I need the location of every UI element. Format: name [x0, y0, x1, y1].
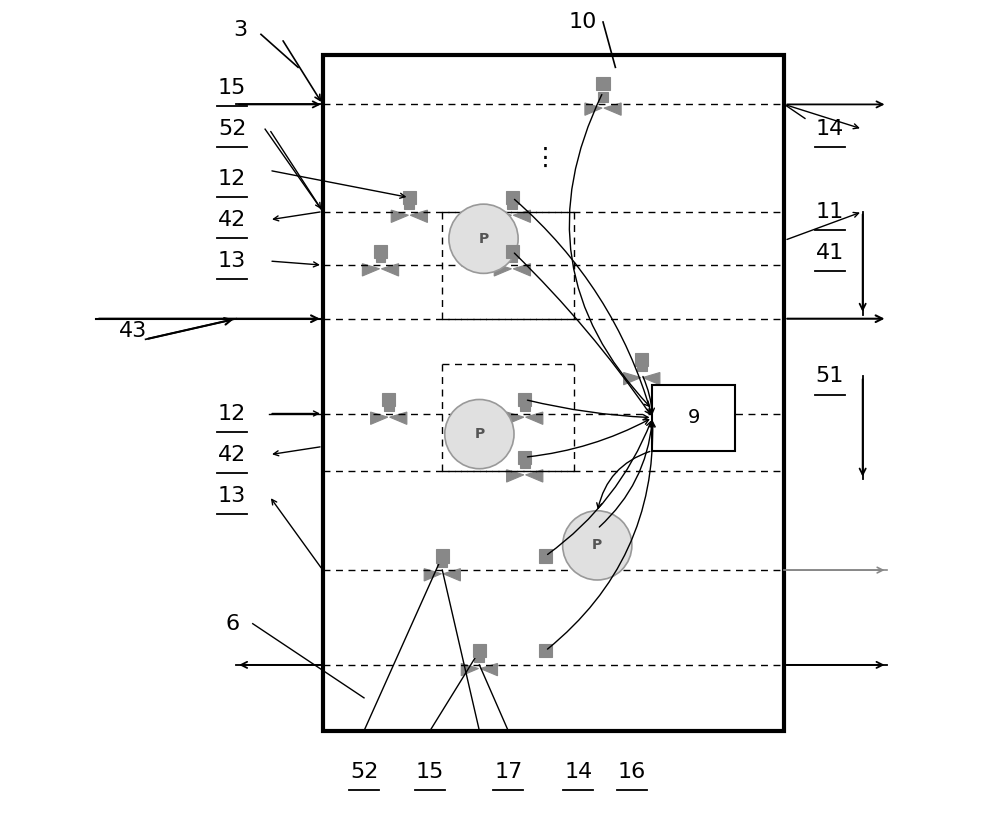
Text: 12: 12	[218, 169, 246, 189]
FancyBboxPatch shape	[384, 401, 394, 411]
FancyBboxPatch shape	[539, 644, 552, 657]
Polygon shape	[410, 210, 427, 222]
Text: 6: 6	[225, 614, 239, 633]
FancyBboxPatch shape	[520, 401, 530, 411]
Polygon shape	[424, 569, 441, 581]
FancyBboxPatch shape	[507, 198, 517, 209]
Circle shape	[449, 204, 518, 274]
Text: 11: 11	[816, 202, 844, 222]
Text: 14: 14	[564, 762, 592, 782]
Polygon shape	[513, 264, 530, 276]
FancyBboxPatch shape	[596, 77, 610, 90]
Polygon shape	[526, 470, 543, 482]
Polygon shape	[604, 103, 621, 115]
Polygon shape	[362, 264, 380, 276]
Polygon shape	[461, 663, 478, 676]
Text: 43: 43	[119, 321, 147, 341]
Polygon shape	[391, 210, 408, 222]
Polygon shape	[494, 264, 511, 276]
FancyBboxPatch shape	[323, 55, 784, 731]
Text: 15: 15	[416, 762, 444, 782]
FancyBboxPatch shape	[518, 393, 531, 406]
FancyBboxPatch shape	[637, 361, 647, 371]
Text: 42: 42	[218, 210, 246, 230]
Polygon shape	[585, 103, 602, 115]
FancyBboxPatch shape	[437, 557, 447, 567]
Circle shape	[445, 399, 514, 469]
Text: 12: 12	[218, 404, 246, 423]
Text: 42: 42	[218, 445, 246, 465]
FancyBboxPatch shape	[374, 245, 387, 258]
FancyBboxPatch shape	[403, 191, 416, 204]
Text: P: P	[592, 538, 602, 552]
Polygon shape	[381, 264, 399, 276]
FancyBboxPatch shape	[518, 451, 531, 464]
FancyBboxPatch shape	[474, 653, 484, 662]
Circle shape	[563, 511, 632, 580]
Polygon shape	[390, 412, 407, 424]
FancyBboxPatch shape	[539, 549, 552, 562]
FancyBboxPatch shape	[376, 252, 385, 262]
Text: 13: 13	[218, 486, 246, 506]
Polygon shape	[480, 663, 498, 676]
Text: 3: 3	[233, 20, 247, 41]
Polygon shape	[443, 569, 460, 581]
Text: 52: 52	[350, 762, 378, 782]
Text: 16: 16	[618, 762, 646, 782]
Polygon shape	[507, 470, 524, 482]
Text: P: P	[474, 427, 485, 441]
FancyBboxPatch shape	[507, 252, 517, 262]
Polygon shape	[526, 412, 543, 424]
Polygon shape	[371, 412, 388, 424]
Text: 41: 41	[816, 243, 844, 263]
Text: 15: 15	[218, 78, 246, 98]
Text: 9: 9	[688, 408, 700, 427]
FancyBboxPatch shape	[652, 385, 735, 451]
Text: 14: 14	[816, 119, 844, 139]
Text: 17: 17	[494, 762, 522, 782]
FancyBboxPatch shape	[473, 644, 486, 657]
FancyBboxPatch shape	[506, 245, 519, 258]
FancyBboxPatch shape	[436, 549, 449, 562]
Polygon shape	[624, 372, 641, 385]
FancyBboxPatch shape	[382, 393, 395, 406]
Polygon shape	[513, 210, 530, 222]
FancyBboxPatch shape	[635, 352, 648, 366]
Text: 51: 51	[816, 366, 844, 386]
FancyBboxPatch shape	[520, 458, 530, 468]
Text: 52: 52	[218, 119, 246, 139]
Text: P: P	[478, 232, 489, 246]
Text: 10: 10	[568, 12, 597, 32]
FancyBboxPatch shape	[598, 92, 608, 102]
Polygon shape	[494, 210, 511, 222]
Text: 13: 13	[218, 251, 246, 271]
Text: ⋮: ⋮	[533, 146, 558, 170]
Polygon shape	[643, 372, 660, 385]
FancyBboxPatch shape	[506, 191, 519, 204]
FancyBboxPatch shape	[404, 198, 414, 209]
Polygon shape	[507, 412, 524, 424]
